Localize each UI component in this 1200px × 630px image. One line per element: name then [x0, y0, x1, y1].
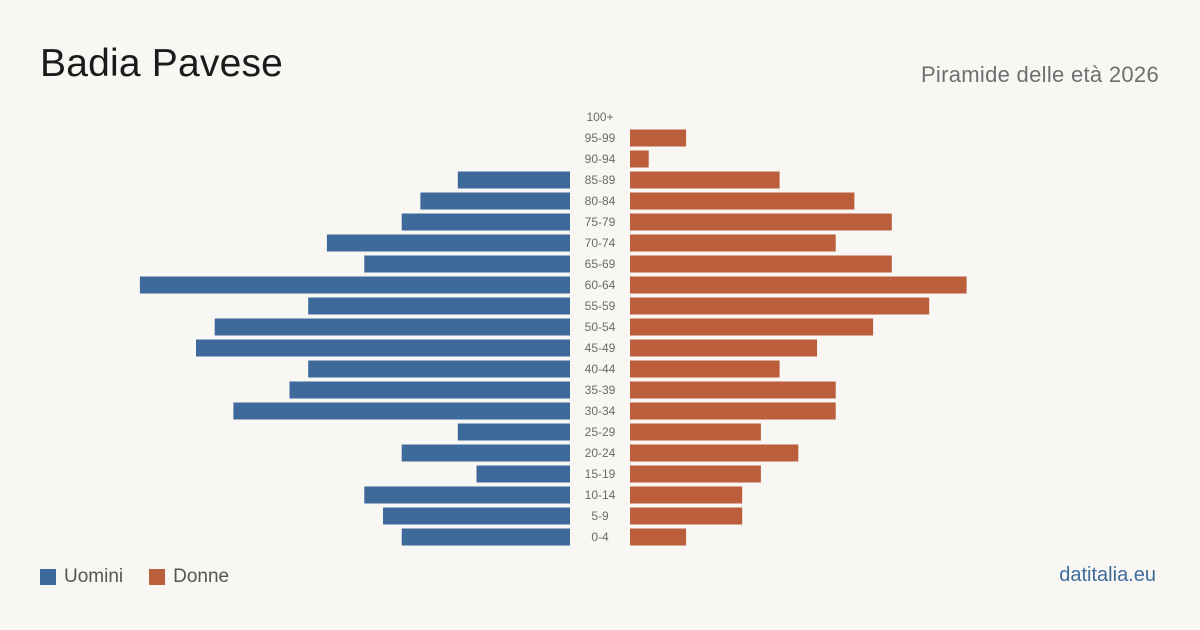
bar-men-20-24: [401, 444, 570, 462]
legend-item-men: Uomini: [40, 566, 123, 588]
bar-men-65-69: [364, 255, 570, 273]
bar-men-10-14: [364, 486, 570, 504]
bar-men-50-54: [214, 318, 570, 336]
bar-women-15-19: [630, 465, 761, 483]
bar-men-85-89: [457, 171, 570, 189]
legend-label-women: Donne: [173, 566, 230, 587]
bar-women-10-14: [630, 486, 743, 504]
age-label-0-4: 0-4: [591, 530, 609, 544]
bar-women-5-9: [630, 507, 743, 525]
age-label-30-34: 30-34: [585, 404, 616, 418]
bar-women-75-79: [630, 213, 892, 231]
bar-women-40-44: [630, 360, 780, 378]
bar-women-80-84: [630, 192, 855, 210]
bar-women-50-54: [630, 318, 874, 336]
bar-women-20-24: [630, 444, 799, 462]
bar-men-30-34: [233, 402, 570, 420]
age-label-100+: 100+: [586, 110, 613, 124]
age-label-80-84: 80-84: [585, 194, 616, 208]
age-label-75-79: 75-79: [585, 215, 616, 229]
age-label-50-54: 50-54: [585, 320, 616, 334]
legend-swatch-men: [40, 569, 56, 585]
bar-women-60-64: [630, 276, 967, 294]
age-label-70-74: 70-74: [585, 236, 616, 250]
bar-men-45-49: [196, 339, 570, 357]
age-label-20-24: 20-24: [585, 446, 616, 460]
bar-men-80-84: [420, 192, 570, 210]
bar-women-30-34: [630, 402, 836, 420]
source-link[interactable]: datitalia.eu: [1059, 564, 1156, 586]
bar-men-35-39: [289, 381, 570, 399]
bar-women-45-49: [630, 339, 817, 357]
legend-swatch-women: [149, 569, 166, 585]
bar-women-25-29: [630, 423, 761, 441]
age-label-95-99: 95-99: [585, 131, 616, 145]
bar-men-15-19: [476, 465, 570, 483]
chart-title: Badia Pavese: [40, 42, 284, 85]
bar-women-65-69: [630, 255, 892, 273]
legend-label-men: Uomini: [64, 566, 124, 587]
bar-men-60-64: [139, 276, 570, 294]
legend-item-women: Donne: [149, 566, 229, 588]
bar-men-5-9: [383, 507, 570, 525]
age-label-90-94: 90-94: [585, 152, 616, 166]
bar-women-85-89: [630, 171, 780, 189]
age-label-10-14: 10-14: [585, 488, 616, 502]
age-label-65-69: 65-69: [585, 257, 616, 271]
bar-men-70-74: [326, 234, 570, 252]
bar-men-0-4: [401, 528, 570, 546]
age-label-45-49: 45-49: [585, 341, 616, 355]
age-label-85-89: 85-89: [585, 173, 616, 187]
bar-men-75-79: [401, 213, 570, 231]
bar-women-35-39: [630, 381, 836, 399]
age-label-60-64: 60-64: [585, 278, 616, 292]
bar-men-40-44: [308, 360, 570, 378]
bar-women-90-94: [630, 150, 649, 168]
age-label-40-44: 40-44: [585, 362, 616, 376]
age-label-25-29: 25-29: [585, 425, 616, 439]
bar-women-55-59: [630, 297, 930, 315]
age-label-15-19: 15-19: [585, 467, 616, 481]
legend: Uomini Donne: [40, 566, 255, 588]
age-label-55-59: 55-59: [585, 299, 616, 313]
bar-men-55-59: [308, 297, 570, 315]
bar-women-0-4: [630, 528, 687, 546]
bar-men-25-29: [457, 423, 570, 441]
age-label-35-39: 35-39: [585, 383, 616, 397]
chart-subtitle: Piramide delle età 2026: [920, 62, 1159, 87]
bar-women-70-74: [630, 234, 836, 252]
age-label-5-9: 5-9: [591, 509, 609, 523]
bar-women-95-99: [630, 129, 687, 147]
